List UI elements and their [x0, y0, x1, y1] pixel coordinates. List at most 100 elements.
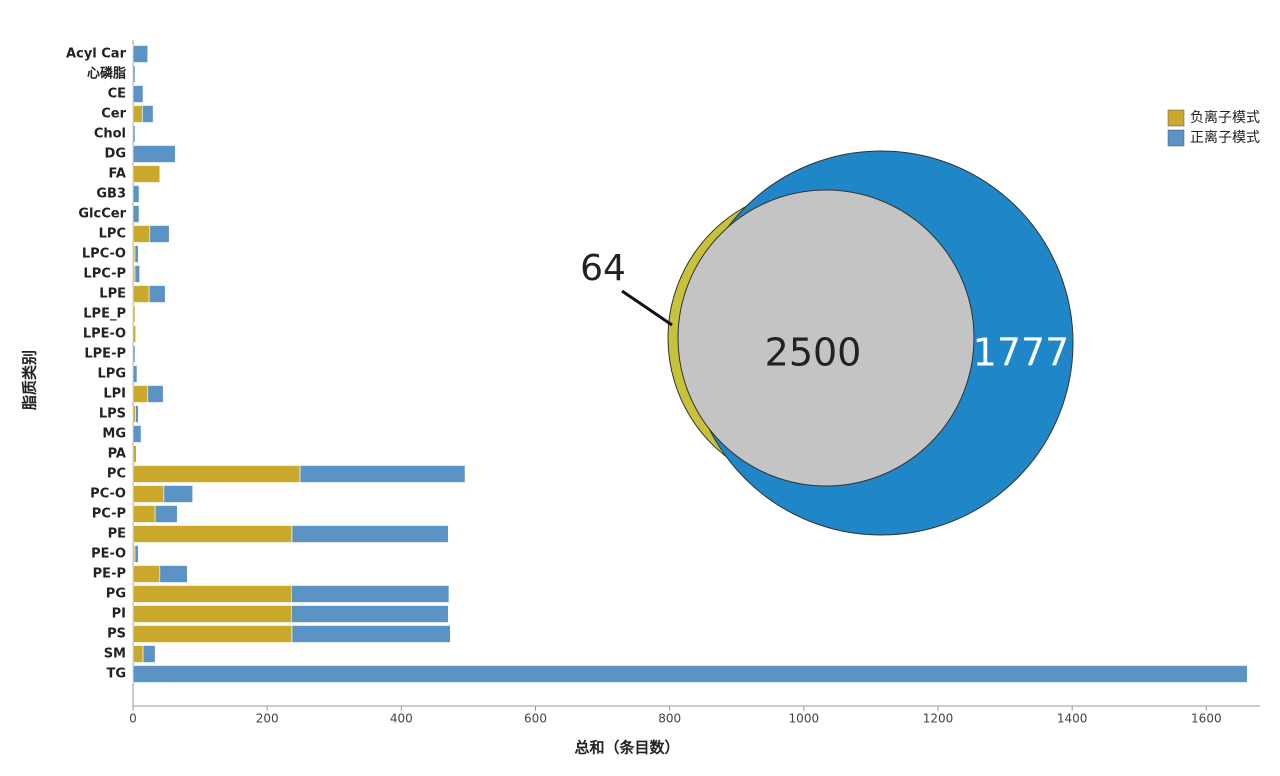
x-tick-label: 0: [129, 712, 137, 726]
y-tick-label: LPC-O: [82, 247, 126, 262]
y-tick-label: PE-O: [91, 547, 126, 562]
bar: [132, 605, 292, 623]
bar: [132, 65, 136, 83]
y-tick-label: LPC-P: [83, 267, 126, 282]
bar: [132, 485, 165, 503]
bar: [299, 465, 466, 483]
bar: [132, 185, 140, 203]
bar: [132, 105, 143, 123]
bar: [132, 205, 140, 223]
bar: [132, 405, 136, 423]
bar: [132, 445, 137, 463]
bar: [132, 305, 136, 323]
bar: [132, 465, 301, 483]
y-axis-label: 脂质类别: [21, 350, 39, 410]
legend-swatch: [1167, 129, 1185, 147]
y-tick-label: CE: [108, 87, 126, 102]
x-tick-label: 200: [256, 712, 279, 726]
y-tick-label: Cer: [101, 107, 126, 122]
bar: [148, 285, 166, 303]
bar: [132, 285, 150, 303]
y-tick-label: LPG: [98, 367, 126, 382]
y-tick-label: GB3: [96, 187, 126, 202]
y-tick-label: SM: [104, 647, 126, 662]
legend-label: 正离子模式: [1190, 129, 1260, 146]
bar: [147, 385, 164, 403]
bar: [132, 505, 156, 523]
bar: [132, 85, 144, 103]
y-tick-label: PC-O: [90, 487, 126, 502]
bar: [132, 385, 149, 403]
y-tick-label: TG: [106, 667, 126, 682]
bar: [291, 525, 449, 543]
bar: [132, 525, 293, 543]
bar: [142, 645, 156, 663]
y-tick-label: PA: [108, 447, 126, 462]
y-tick-label: DG: [105, 147, 126, 162]
y-tick-label: LPE-P: [84, 347, 126, 362]
bar: [132, 425, 142, 443]
bar: [154, 505, 178, 523]
bar: [159, 565, 188, 583]
bar: [132, 145, 176, 163]
bar: [132, 585, 292, 603]
y-tick-label: LPC: [99, 227, 126, 242]
bar: [132, 625, 293, 643]
legend-swatch: [1167, 109, 1185, 127]
venn-overlap-label: 2500: [765, 331, 862, 375]
y-tick-label: PG: [106, 587, 126, 602]
y-tick-label: LPS: [99, 407, 126, 422]
bar: [132, 265, 136, 283]
y-tick-label: Chol: [94, 127, 126, 142]
y-tick-label: LPE: [99, 287, 126, 302]
y-tick-label: PI: [112, 607, 126, 622]
y-tick-label: PC-P: [92, 507, 126, 522]
venn-overlap: [677, 189, 975, 487]
x-tick-label: 1400: [1057, 712, 1088, 726]
y-tick-label: GlcCer: [78, 207, 126, 222]
y-tick-label: LPI: [103, 387, 126, 402]
bar: [134, 265, 141, 283]
x-tick-label: 1600: [1191, 712, 1222, 726]
y-tick-label: LPE_P: [83, 307, 126, 322]
x-tick-label: 1200: [923, 712, 954, 726]
venn-left-label: 64: [580, 248, 626, 289]
x-axis-label: 总和（条目数）: [574, 739, 679, 757]
bar: [132, 545, 136, 563]
bar: [135, 405, 139, 423]
bar: [132, 45, 149, 63]
y-tick-label: PE-P: [93, 567, 126, 582]
venn: 64 2500 1777: [580, 150, 1074, 536]
bar: [163, 485, 194, 503]
venn-right-label: 1777: [973, 331, 1070, 375]
y-tick-label: PC: [107, 467, 126, 482]
bar: [291, 605, 449, 623]
bar: [132, 345, 136, 363]
bar: [134, 545, 139, 563]
x-tick-label: 600: [524, 712, 547, 726]
y-tick-label: PS: [107, 627, 126, 642]
bar: [291, 585, 450, 603]
y-tick-label: 心磷脂: [87, 66, 126, 82]
x-tick-label: 1000: [789, 712, 820, 726]
bar: [132, 565, 161, 583]
bar: [132, 125, 136, 143]
y-tick-label: Acyl Car: [66, 47, 127, 62]
venn-pointer: [621, 289, 673, 327]
y-tick-label: LPE-O: [83, 327, 126, 342]
x-tick-label: 800: [658, 712, 681, 726]
bar: [132, 665, 1248, 683]
legend-label: 负离子模式: [1190, 109, 1260, 126]
bar: [132, 365, 138, 383]
bar: [291, 625, 451, 643]
bar: [134, 245, 139, 263]
bar: [149, 225, 170, 243]
bar: [132, 225, 151, 243]
y-tick-label: FA: [109, 167, 126, 182]
bar: [132, 165, 161, 183]
x-tick-label: 400: [390, 712, 413, 726]
y-tick-label: PE: [108, 527, 126, 542]
bar: [142, 105, 154, 123]
y-tick-label: MG: [102, 427, 126, 442]
